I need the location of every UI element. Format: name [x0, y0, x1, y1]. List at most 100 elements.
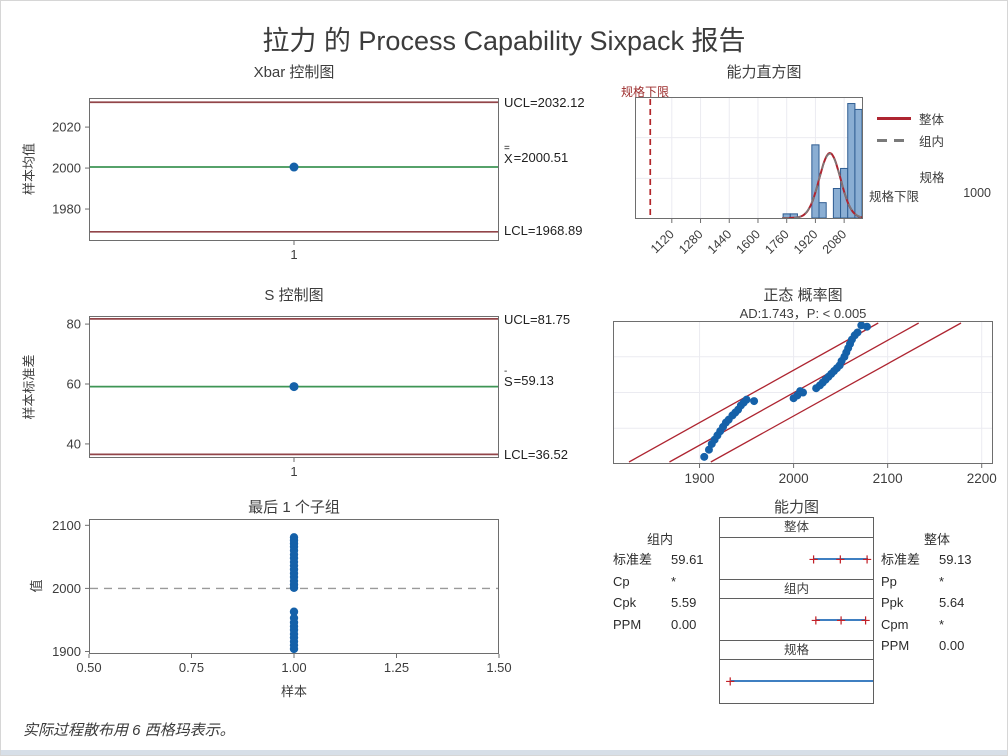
- stats-value: 5.64: [939, 595, 965, 610]
- tick-label: 2000: [52, 581, 81, 596]
- stats-label: 标准差: [613, 552, 653, 567]
- data-point: [750, 397, 759, 406]
- stats-label: PPM: [613, 616, 642, 632]
- tick-label: 1980: [52, 202, 81, 217]
- s-bar-accent: -: [504, 366, 508, 377]
- xbar-center-label: = X =2000.51: [504, 143, 569, 166]
- stats-value: 59.13: [939, 552, 972, 567]
- page-title: 拉力 的 Process Capability Sixpack 报告: [262, 26, 746, 56]
- tick-label: 1280: [676, 227, 706, 257]
- stats-label: Cpm: [881, 616, 909, 632]
- data-point: [700, 452, 709, 461]
- stats-row: Pp *: [881, 571, 993, 593]
- data-point: [853, 328, 862, 337]
- tick-label: 2000: [52, 161, 81, 176]
- tick-label: 1120: [648, 227, 677, 256]
- tick-label: 0.50: [76, 660, 101, 675]
- stats-label: PPM: [881, 638, 910, 653]
- data-point: [289, 607, 299, 616]
- xbar-chart-plot: 2020 2000 1980 1: [52, 98, 499, 262]
- tick-label: 2080: [820, 227, 850, 257]
- legend-item-overall: 整体: [877, 109, 944, 128]
- plot-frame: [635, 97, 863, 219]
- probplot-subtitle: AD:1.743，P: < 0.005: [739, 306, 867, 321]
- data-point: [862, 322, 871, 331]
- spec-row-value: 1000: [963, 186, 991, 200]
- histogram-bar: [847, 103, 856, 219]
- tick-label: 2100: [52, 518, 81, 533]
- plot-frame: [89, 98, 499, 241]
- capability-section-header: 整体: [720, 518, 873, 538]
- probplot-title: 正态 概率图: [763, 287, 843, 304]
- s-chart-y-axis-label: 样本标准差: [21, 354, 37, 420]
- capability-box: 整体 + + + 组内 + + + 规格 +: [719, 517, 874, 704]
- lastsub-title: 最后 1 个子组: [248, 499, 340, 516]
- stats-row: Cpk 5.59: [613, 592, 707, 614]
- tick-label: 40: [67, 436, 81, 451]
- tick-label: 1.00: [281, 660, 306, 675]
- stats-row: Ppk 5.64: [881, 592, 993, 614]
- plot-frame: [613, 321, 993, 464]
- stats-value: 0.00: [671, 616, 697, 632]
- histogram-title: 能力直方图: [726, 64, 802, 81]
- stats-value: *: [671, 573, 677, 589]
- s-center-label: - S =59.13: [504, 366, 554, 389]
- tick-label: 1440: [705, 227, 735, 257]
- sigma-interval-line: [816, 618, 867, 621]
- tick-label: 80: [67, 317, 81, 332]
- within-line-sample-icon: [877, 139, 911, 142]
- lsl-flag-label: 规格下限: [621, 85, 670, 99]
- legend-item-within: 组内: [877, 131, 944, 150]
- data-point: [289, 583, 299, 592]
- tick-label: 2020: [52, 120, 81, 135]
- stats-label: Pp: [881, 573, 897, 589]
- window-bottom-edge: [1, 750, 1007, 755]
- fit-line: [710, 322, 962, 463]
- stats-value: *: [939, 573, 945, 589]
- lastsub-x-axis-label: 样本: [280, 684, 307, 699]
- s-chart-plot: 80 60 40 1: [67, 316, 499, 479]
- within-curve: [782, 152, 863, 219]
- stats-row: PPM 0.00: [613, 614, 707, 636]
- histogram-bar: [854, 108, 863, 219]
- data-point: [742, 395, 751, 404]
- histogram-plot: 1120 1280 1440 1600 1760 1920 2080: [635, 97, 863, 257]
- probplot-plot: 1900 2000 2100 2200: [613, 321, 997, 486]
- data-point: [289, 382, 299, 392]
- fit-line: [628, 322, 879, 463]
- tick-label: 2000: [779, 471, 809, 486]
- lastsub-y-axis-label: 值: [29, 579, 44, 593]
- capability-title: 能力图: [773, 499, 819, 516]
- xbar-ucl-label: UCL=2032.12: [504, 95, 585, 110]
- stats-label: Cp: [613, 573, 630, 589]
- xbar-lcl-label: LCL=1968.89: [504, 223, 583, 238]
- xbar-double-bar-accent: =: [504, 143, 510, 154]
- stats-row: 标准差 59.61: [613, 549, 707, 571]
- s-lcl-label: LCL=36.52: [504, 447, 568, 462]
- spec-table-header: 规格: [919, 171, 945, 185]
- stats-value: *: [939, 616, 945, 632]
- data-point: [289, 162, 299, 172]
- tick-label: 1.50: [486, 660, 511, 675]
- within-stats-block: 组内 标准差 59.61 Cp * Cpk 5.59 PPM 0.00: [613, 529, 707, 635]
- tick-label: 1760: [762, 227, 792, 257]
- plot-frame: [89, 519, 499, 654]
- data-point: [799, 388, 807, 397]
- tick-label: 1.25: [384, 660, 409, 675]
- spec-table-row: 规格下限 1000: [869, 186, 991, 205]
- spec-row-label: 规格下限: [869, 190, 920, 204]
- tick-label: 60: [67, 377, 81, 392]
- s-chart-title: S 控制图: [264, 287, 324, 304]
- capability-section-area: + + +: [808, 549, 873, 569]
- stats-row: 标准差 59.13: [881, 549, 993, 571]
- tick-label: 2200: [967, 471, 997, 486]
- tick-label: 1900: [685, 471, 715, 486]
- tick-label: 1: [290, 464, 297, 479]
- stats-label: 标准差: [881, 552, 921, 567]
- stats-label: Ppk: [881, 595, 904, 610]
- tick-label: 1: [290, 247, 297, 262]
- stats-row: Cpm *: [881, 614, 993, 636]
- xbar-y-axis-label: 样本均值: [21, 143, 37, 196]
